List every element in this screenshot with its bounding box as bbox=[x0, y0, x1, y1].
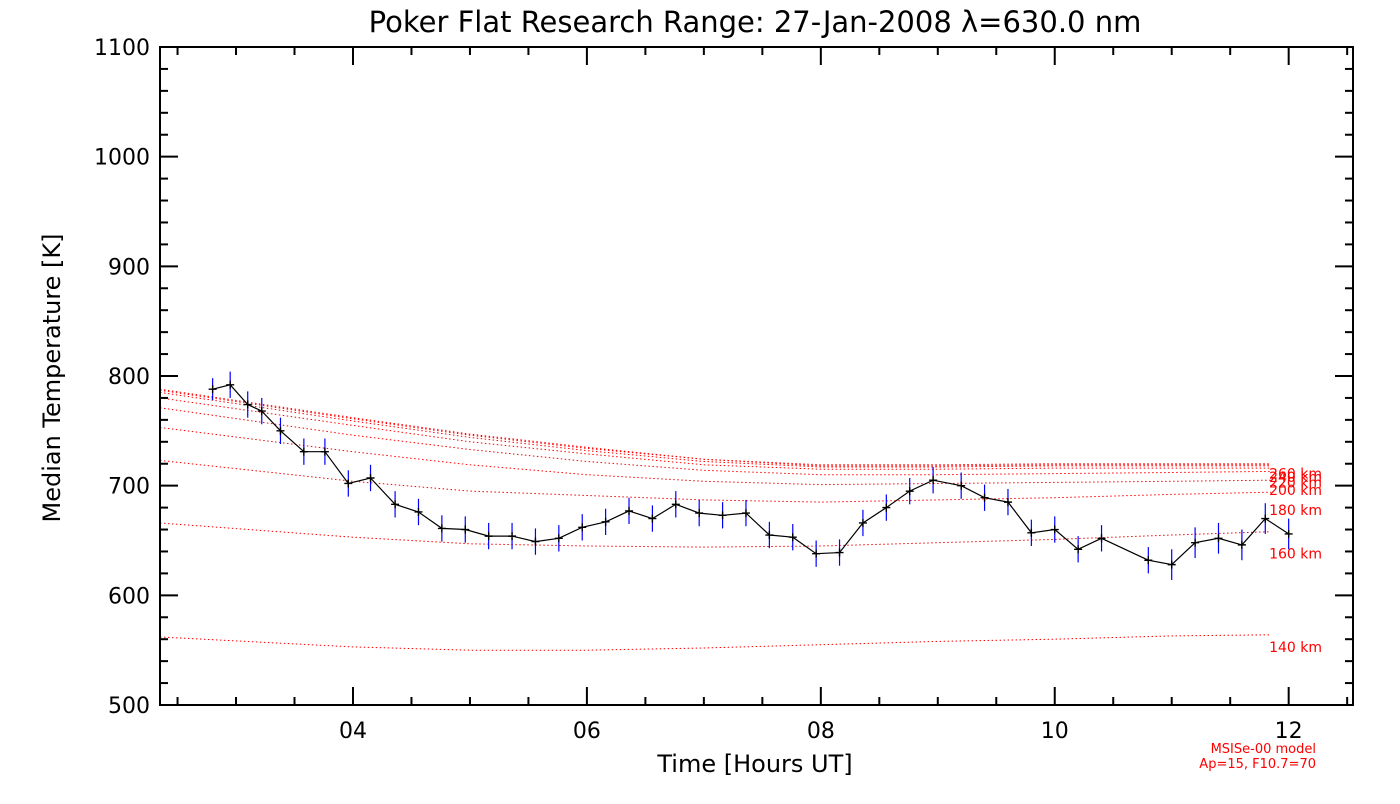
model-curve-200-km bbox=[159, 427, 1272, 486]
data-point bbox=[508, 532, 517, 541]
data-point bbox=[320, 447, 329, 456]
data-point bbox=[226, 380, 235, 389]
data-point bbox=[1237, 540, 1246, 549]
data-point bbox=[1191, 538, 1200, 547]
data-point bbox=[1027, 528, 1036, 537]
data-point bbox=[812, 549, 821, 558]
x-tick-label: 06 bbox=[573, 719, 601, 744]
model-curve-180-km bbox=[159, 459, 1272, 503]
data-point bbox=[601, 517, 610, 526]
data-point bbox=[484, 532, 493, 541]
data-point bbox=[1214, 534, 1223, 543]
y-axis-label: Median Temperature [K] bbox=[38, 233, 66, 522]
data-point bbox=[1074, 545, 1083, 554]
model-label-220-km: 220 km bbox=[1269, 475, 1322, 491]
data-point bbox=[957, 481, 966, 490]
y-tick-label: 1100 bbox=[94, 36, 150, 61]
plot-frame bbox=[159, 46, 1354, 706]
model-label-260-km: 260 km bbox=[1269, 467, 1322, 483]
x-tick-label: 04 bbox=[339, 719, 367, 744]
data-point bbox=[1050, 525, 1059, 534]
model-curve-160-km bbox=[159, 522, 1272, 548]
data-point bbox=[208, 385, 217, 394]
model-label-200-km: 200 km bbox=[1269, 483, 1322, 499]
data-point bbox=[929, 476, 938, 485]
data-point bbox=[414, 507, 423, 516]
model-annotation-line-2: Ap=15, F10.7=70 bbox=[1199, 757, 1316, 772]
data-point bbox=[882, 503, 891, 512]
data-point bbox=[1003, 498, 1012, 507]
data-point bbox=[257, 407, 266, 416]
data-point bbox=[578, 523, 587, 532]
data-point bbox=[718, 511, 727, 520]
y-tick-label: 800 bbox=[108, 365, 150, 390]
data-point bbox=[299, 447, 308, 456]
data-point bbox=[671, 500, 680, 509]
data-point bbox=[648, 514, 657, 523]
data-point bbox=[788, 533, 797, 542]
y-tick-label: 700 bbox=[108, 475, 150, 500]
data-point bbox=[366, 473, 375, 482]
data-point bbox=[461, 525, 470, 534]
y-tick-label: 900 bbox=[108, 255, 150, 280]
x-tick-label: 08 bbox=[807, 719, 835, 744]
data-point bbox=[391, 500, 400, 509]
data-point bbox=[344, 479, 353, 488]
model-curve-140-km bbox=[159, 634, 1272, 651]
x-tick-label: 12 bbox=[1275, 719, 1303, 744]
data-point bbox=[1097, 534, 1106, 543]
data-point bbox=[243, 400, 252, 409]
data-point bbox=[1144, 556, 1153, 565]
y-tick-label: 1000 bbox=[94, 146, 150, 171]
data-point bbox=[765, 531, 774, 540]
data-point bbox=[858, 518, 867, 527]
x-tick-label: 10 bbox=[1041, 719, 1069, 744]
model-label-160-km: 160 km bbox=[1269, 547, 1322, 563]
data-point bbox=[835, 548, 844, 557]
model-label-140-km: 140 km bbox=[1269, 640, 1322, 656]
temperature-series-line bbox=[212, 384, 1290, 566]
y-tick-label: 500 bbox=[108, 694, 150, 719]
data-point bbox=[695, 509, 704, 518]
data-point bbox=[437, 524, 446, 533]
model-annotation-line-1: MSISe-00 model bbox=[1211, 742, 1316, 757]
data-point bbox=[1284, 529, 1293, 538]
data-point bbox=[625, 506, 634, 515]
data-point bbox=[1261, 514, 1270, 523]
model-label-240-km: 240 km bbox=[1269, 470, 1322, 486]
chart-title: Poker Flat Research Range: 27-Jan-2008 λ… bbox=[369, 5, 1142, 39]
data-point bbox=[531, 537, 540, 546]
model-curve-220-km bbox=[159, 407, 1272, 476]
model-curve-240-km bbox=[159, 397, 1272, 470]
data-point bbox=[741, 509, 750, 518]
data-point bbox=[980, 493, 989, 502]
data-point bbox=[1167, 560, 1176, 569]
y-tick-label: 600 bbox=[108, 584, 150, 609]
data-point bbox=[905, 487, 914, 496]
model-label-180-km: 180 km bbox=[1269, 503, 1322, 519]
data-point bbox=[554, 534, 563, 543]
x-axis-label: Time [Hours UT] bbox=[656, 750, 852, 778]
data-point bbox=[276, 426, 285, 435]
model-curve-260-km bbox=[159, 391, 1272, 468]
